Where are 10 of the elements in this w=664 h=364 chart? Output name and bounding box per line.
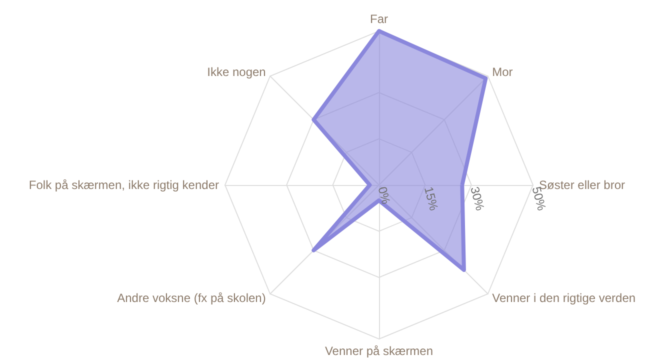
spoke-label: Far — [370, 12, 388, 26]
spoke-label: Venner i den rigtige verden — [492, 291, 636, 306]
spoke-label: Andre voksne (fx på skolen) — [117, 291, 266, 306]
spoke-label: Mor — [492, 64, 513, 79]
spoke-label: Ikke nogen — [207, 64, 266, 79]
y-tick-label: 15% — [421, 185, 442, 212]
y-tick-label: 0% — [375, 185, 394, 206]
spoke-label: Venner på skærmen — [324, 344, 434, 358]
y-tick-label: 30% — [468, 185, 488, 212]
spoke-label: Folk på skærmen, ikke rigtig kender — [28, 178, 219, 192]
